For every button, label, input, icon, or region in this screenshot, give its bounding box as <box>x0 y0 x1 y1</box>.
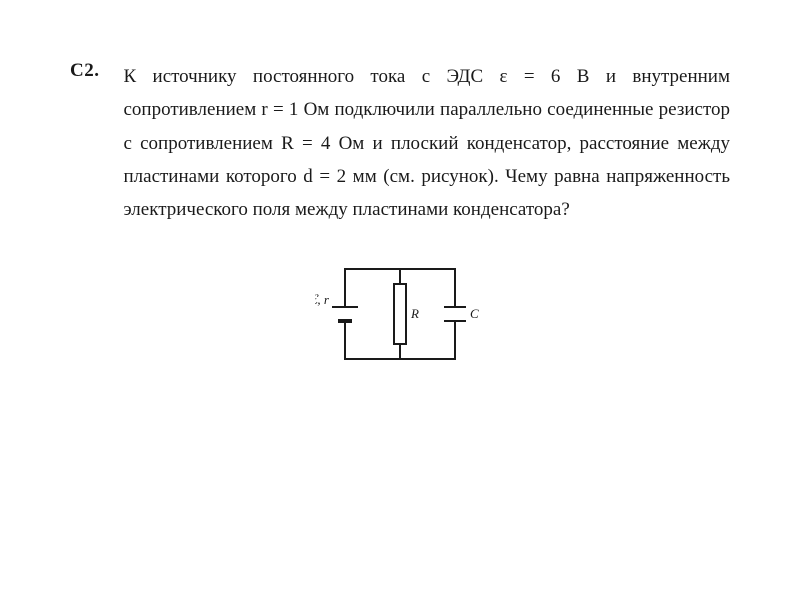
page: С2. К источнику постоянного тока с ЭДС ε… <box>0 0 800 600</box>
svg-text:ℰ, r: ℰ, r <box>315 292 330 307</box>
svg-text:C: C <box>470 306 479 321</box>
problem-block: С2. К источнику постоянного тока с ЭДС ε… <box>70 60 730 226</box>
circuit-figure: ℰ, r R C <box>70 254 730 379</box>
problem-label: С2. <box>70 60 123 82</box>
problem-text: К источнику постоянного тока с ЭДС ε = 6… <box>123 60 730 226</box>
svg-text:R: R <box>410 306 419 321</box>
circuit-diagram: ℰ, r R C <box>315 254 485 374</box>
